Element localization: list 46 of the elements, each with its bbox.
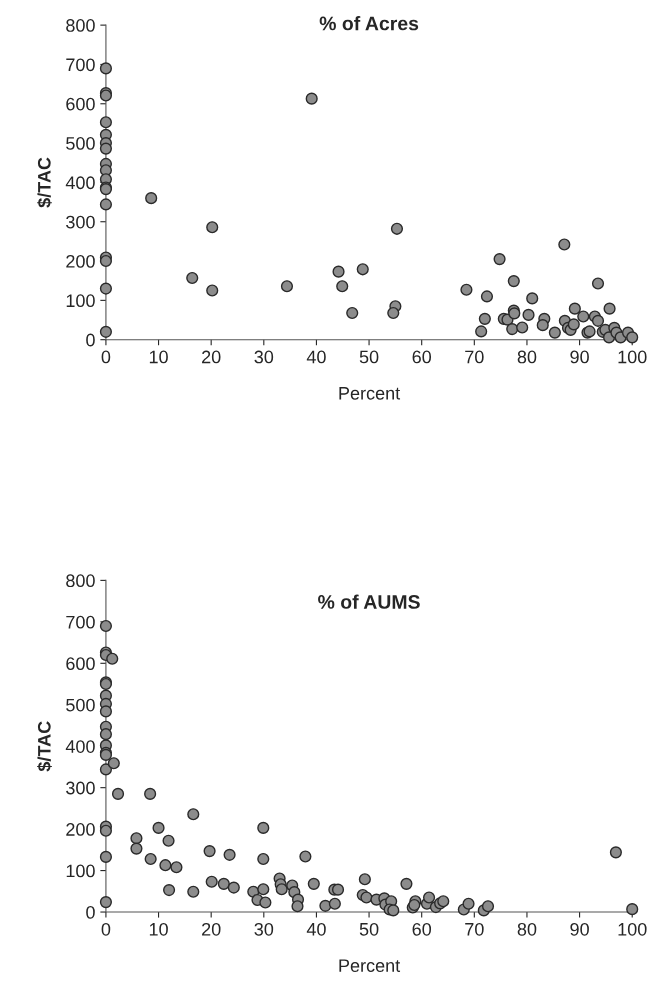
- x-tick-label: 10: [149, 922, 168, 936]
- y-tick-label: 700: [66, 58, 95, 72]
- x-tick-label: 90: [570, 922, 589, 936]
- x-tick-label: 30: [254, 350, 274, 364]
- x-tick-label: 0: [101, 922, 111, 936]
- x-tick-label: 20: [202, 922, 221, 936]
- x-tick-label: 80: [517, 350, 537, 364]
- y-tick-label: 200: [66, 254, 95, 268]
- x-tick-label: 0: [101, 350, 111, 364]
- y-tick-label: 200: [66, 823, 95, 836]
- y-tick-label: 800: [66, 574, 95, 588]
- x-tick-label: 90: [570, 350, 589, 364]
- text: % of AUMS: [318, 594, 420, 609]
- y-tick-label: 100: [66, 864, 95, 878]
- y-tick-label: 0: [86, 333, 95, 347]
- y-tick-label: 0: [86, 905, 95, 919]
- x-tick-label: 100: [618, 922, 647, 936]
- x-tick-label: 30: [254, 922, 274, 936]
- x-tick-label: 60: [412, 350, 432, 364]
- x-tick-label: 100: [618, 350, 647, 364]
- y-axis-title: $/TAC: [37, 721, 52, 772]
- x-tick-label: 80: [517, 922, 537, 936]
- x-axis-title: Percent: [339, 959, 401, 972]
- y-tick-label: 700: [66, 615, 95, 629]
- x-tick-label: 70: [465, 350, 484, 364]
- x-axis-title: Percent: [339, 387, 401, 400]
- x-tick-label: 10: [149, 350, 168, 364]
- x-tick-label: 50: [359, 350, 379, 364]
- y-tick-label: 100: [66, 294, 95, 308]
- y-tick-label: 300: [66, 781, 95, 795]
- x-tick-label: 60: [412, 922, 432, 936]
- y-tick-label: 600: [66, 97, 95, 111]
- y-tick-label: 400: [65, 176, 95, 190]
- y-tick-label: 400: [65, 740, 95, 753]
- x-tick-label: 70: [465, 922, 484, 936]
- y-tick-label: 500: [66, 137, 95, 150]
- y-axis-title: $/TAC: [37, 157, 52, 208]
- chart-title: % of Acres: [319, 16, 419, 31]
- x-tick-label: 20: [202, 350, 221, 364]
- y-tick-label: 600: [66, 657, 95, 671]
- x-tick-label: 40: [306, 350, 326, 364]
- y-tick-label: 800: [66, 19, 95, 32]
- y-tick-label: 500: [66, 698, 95, 712]
- x-tick-label: 50: [359, 922, 379, 936]
- y-tick-label: 300: [66, 215, 95, 229]
- x-tick-label: 40: [306, 922, 326, 936]
